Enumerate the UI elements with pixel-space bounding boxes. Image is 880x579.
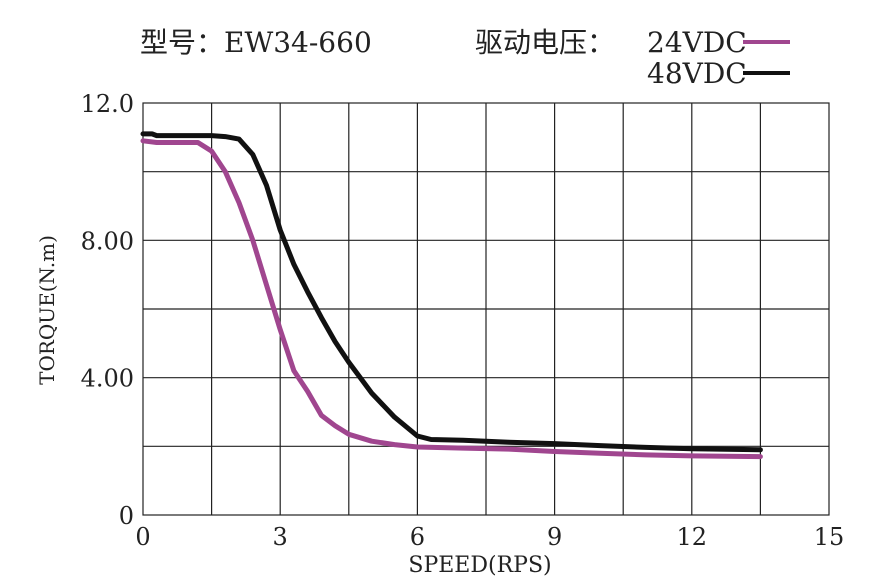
plot-grid	[142, 102, 830, 516]
y-tick-label: 0	[119, 502, 134, 530]
x-tick-label: 12	[677, 523, 708, 551]
y-tick-label: 12.0	[81, 90, 134, 118]
y-axis-label: TORQUE(N.m)	[35, 235, 59, 385]
legend-label-48vdc: 48VDC	[647, 57, 747, 90]
x-axis-label: SPEED(RPS)	[408, 553, 551, 578]
x-tick-label: 9	[547, 523, 562, 551]
x-tick-label: 0	[135, 523, 150, 551]
y-tick-label: 4.00	[81, 365, 134, 393]
x-tick-label: 3	[273, 523, 288, 551]
series-line-24vdc	[140, 138, 763, 460]
x-tick-label: 6	[410, 523, 425, 551]
y-tick-label: 8.00	[81, 227, 134, 255]
chart-title: 型号：EW34-660	[140, 26, 372, 59]
x-tick-label: 15	[814, 523, 845, 551]
axis-tick-labels: 0 3 6 9 12 15 0 4.00 8.00 12.0	[81, 90, 845, 551]
series-lines	[140, 131, 763, 460]
voltage-label: 驱动电压：	[475, 26, 615, 59]
legend-label-24vdc: 24VDC	[647, 26, 747, 59]
series-line-48vdc	[140, 131, 763, 453]
